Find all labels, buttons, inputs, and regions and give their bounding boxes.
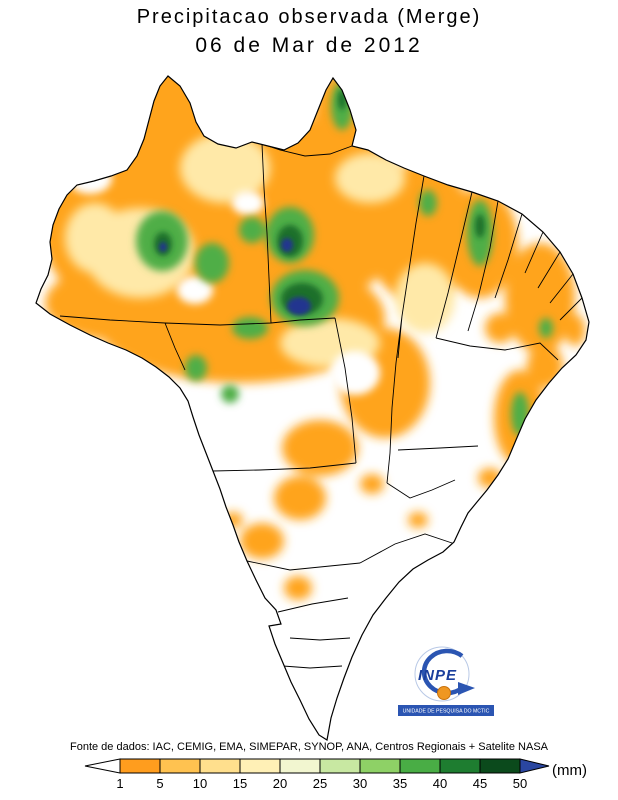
colorbar-segment xyxy=(399,758,441,774)
colorbar-segment xyxy=(239,758,281,774)
map-date: 06 de Mar de 2012 xyxy=(195,34,423,57)
precipitation-colorbar: 1 5 10 15 20 25 30 35 40 45 50 xyxy=(84,758,550,791)
colorbar-segment xyxy=(359,758,401,774)
map-title: Precipitacao observada (Merge) xyxy=(136,6,482,28)
colorbar-segments xyxy=(119,758,521,774)
colorbar-tick-label: 35 xyxy=(393,776,407,791)
inpe-banner-text: UNIDADE DE PESQUISA DO MCTIC xyxy=(403,709,490,715)
colorbar-segment xyxy=(279,758,321,774)
colorbar-tick-label: 25 xyxy=(313,776,327,791)
colorbar-segment xyxy=(319,758,361,774)
brazil-precipitation-map xyxy=(35,75,590,741)
colorbar-tick-label: 50 xyxy=(513,776,527,791)
colorbar-tick-label: 30 xyxy=(353,776,367,791)
data-source-text: Fonte de dados: IAC, CEMIG, EMA, SIMEPAR… xyxy=(70,741,548,753)
inpe-globe-icon xyxy=(437,686,451,700)
colorbar-segment xyxy=(159,758,201,774)
colorbar-tick-label: 45 xyxy=(473,776,487,791)
colorbar-tick-label: 40 xyxy=(433,776,447,791)
colorbar-tick-label: 10 xyxy=(193,776,207,791)
unit-label: (mm) xyxy=(552,762,587,779)
colorbar-tick-label: 15 xyxy=(233,776,247,791)
colorbar-right-arrow xyxy=(519,758,550,774)
colorbar-tick-label: 5 xyxy=(156,776,163,791)
inpe-banner xyxy=(398,705,494,716)
colorbar-tick-labels: 1 5 10 15 20 25 30 35 40 45 50 xyxy=(116,776,527,791)
map-header: Precipitacao observada (Merge) 06 de Mar… xyxy=(0,6,618,58)
precipitation-field xyxy=(40,76,585,669)
colorbar-tick-label: 20 xyxy=(273,776,287,791)
colorbar-segment xyxy=(439,758,481,774)
colorbar-segment xyxy=(199,758,241,774)
inpe-orbit-arrowhead-icon xyxy=(458,682,475,695)
precip-layer-over-50mm xyxy=(159,238,311,315)
inpe-logo: INPE UNIDADE DE PESQUISA DO MCTIC xyxy=(398,646,494,716)
state-borders xyxy=(59,143,583,669)
inpe-acronym: INPE xyxy=(418,667,457,684)
colorbar-tick-label: 1 xyxy=(116,776,123,791)
colorbar-left-arrow xyxy=(84,758,121,774)
colorbar-segment xyxy=(119,758,161,774)
colorbar-segment xyxy=(479,758,521,774)
